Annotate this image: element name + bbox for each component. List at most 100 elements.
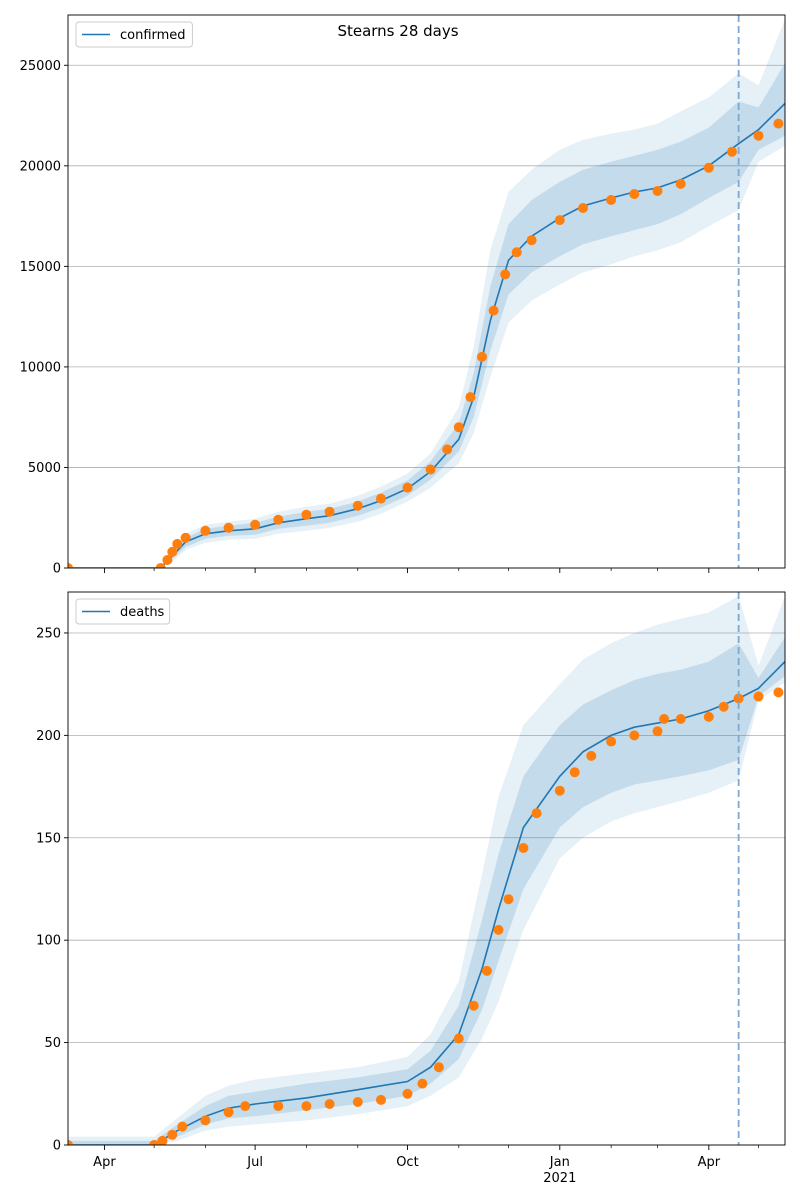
observed-point (155, 563, 166, 568)
observed-point (554, 785, 565, 796)
observed-point (301, 1101, 312, 1112)
x-tick-label: Apr (93, 1155, 116, 1170)
observed-point (488, 305, 499, 316)
observed-point (569, 767, 580, 778)
y-tick-label: 15000 (20, 260, 61, 275)
observed-point (511, 247, 522, 258)
x-tick-sublabel: 2021 (543, 1171, 576, 1186)
plot-area (68, 19, 785, 568)
observed-point (442, 444, 453, 455)
observed-point (727, 146, 737, 157)
y-tick-label: 0 (53, 562, 61, 577)
x-tick-label: Oct (396, 1155, 418, 1170)
inner-interval-band (68, 637, 785, 1145)
observed-point (240, 1101, 251, 1112)
observed-point (162, 555, 173, 565)
observed-point (518, 843, 529, 853)
observed-point (773, 118, 784, 129)
observed-point (586, 750, 597, 761)
observed-point (425, 464, 436, 475)
observed-point (606, 195, 617, 205)
axes-frame (67, 14, 786, 569)
axes-frame (67, 591, 786, 1146)
observed-point (177, 1121, 188, 1132)
observed-point (703, 711, 714, 722)
outer-interval-band (68, 596, 785, 1145)
observed-point (167, 546, 178, 557)
observed-point (273, 514, 284, 525)
observed-point (376, 493, 386, 504)
observed-point (675, 714, 686, 724)
observed-point (503, 894, 514, 905)
observed-point (652, 726, 663, 737)
observed-point (172, 538, 183, 549)
legend-label: confirmed (120, 28, 186, 43)
observed-point (301, 509, 312, 520)
x-tick-label: Jul (246, 1155, 263, 1170)
observed-point (324, 506, 335, 517)
observed-point (554, 215, 565, 226)
plot-area (68, 596, 785, 1145)
y-tick-label: 0 (53, 1139, 61, 1154)
observed-point (606, 736, 617, 747)
y-tick-label: 50 (44, 1036, 61, 1051)
observed-point (376, 1094, 386, 1105)
observed-point (493, 924, 504, 935)
outer-interval-band (68, 19, 785, 568)
observed-point (352, 1097, 363, 1107)
legend-label: deaths (120, 605, 165, 620)
y-tick-label: 250 (36, 626, 61, 641)
observed-point (200, 525, 211, 536)
observed-point (526, 235, 537, 246)
y-tick-label: 100 (36, 934, 61, 949)
observed-point (68, 563, 73, 568)
legend: confirmed (75, 21, 193, 48)
legend-box (75, 598, 171, 625)
observed-point (477, 351, 487, 362)
observed-point (652, 186, 663, 196)
observed-point (68, 1140, 73, 1145)
observed-point (703, 162, 714, 173)
observed-point (250, 519, 261, 530)
observed-point (402, 482, 413, 493)
observed-point (352, 500, 363, 511)
observed-point (468, 1000, 479, 1011)
inner-interval-band (68, 63, 785, 568)
legend-box (75, 21, 193, 48)
observed-point (753, 130, 764, 141)
observed-point (629, 730, 640, 741)
observed-point (324, 1099, 335, 1109)
observed-point (417, 1078, 428, 1089)
observed-point (481, 965, 492, 976)
observed-point (718, 701, 729, 712)
y-tick-label: 5000 (28, 461, 61, 476)
observed-point (167, 1129, 178, 1140)
observed-point (433, 1062, 444, 1073)
observed-point (753, 691, 764, 702)
x-tick-label: Apr (698, 1155, 721, 1170)
observed-point (273, 1101, 284, 1112)
observed-point (578, 203, 588, 213)
y-tick-label: 20000 (20, 159, 61, 174)
figure-title: Stearns 28 days (337, 22, 458, 40)
y-tick-label: 10000 (20, 360, 61, 375)
observed-point (675, 178, 686, 189)
y-tick-label: 25000 (20, 59, 61, 74)
observed-point (465, 392, 476, 403)
observed-point (500, 269, 511, 280)
observed-point (659, 714, 670, 724)
observed-point (733, 693, 744, 704)
observed-point (629, 189, 640, 199)
y-tick-label: 150 (36, 831, 61, 846)
observed-point (453, 422, 464, 433)
confirmed-panel: 0 5000 10000 15000 20000 25000 confirmed (20, 14, 786, 577)
y-tick-label: 200 (36, 729, 61, 744)
model-line (68, 102, 785, 568)
observed-point (200, 1115, 211, 1126)
observed-point (402, 1088, 413, 1099)
observed-point (223, 1107, 234, 1118)
observed-point (157, 1135, 168, 1145)
observed-point (180, 532, 191, 543)
